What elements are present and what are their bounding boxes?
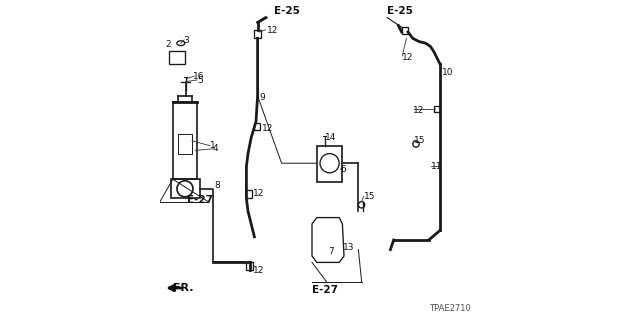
Text: 13: 13 xyxy=(344,244,355,252)
Text: 11: 11 xyxy=(431,162,442,171)
Bar xyxy=(178,134,192,154)
Text: 15: 15 xyxy=(414,136,425,145)
Text: 4: 4 xyxy=(212,144,218,153)
Text: 14: 14 xyxy=(325,133,336,142)
Text: 12: 12 xyxy=(402,53,413,62)
Bar xyxy=(402,27,408,34)
Bar xyxy=(246,190,252,198)
Bar xyxy=(254,30,261,38)
Text: 3: 3 xyxy=(183,36,189,44)
Text: 15: 15 xyxy=(364,192,375,201)
Text: 9: 9 xyxy=(259,93,265,102)
Text: 12: 12 xyxy=(413,106,425,115)
Text: E-27: E-27 xyxy=(312,285,338,295)
Bar xyxy=(253,123,260,130)
Bar xyxy=(169,51,185,64)
Bar xyxy=(246,262,253,270)
Text: 12: 12 xyxy=(262,124,274,132)
Text: 5: 5 xyxy=(197,76,202,84)
Text: 16: 16 xyxy=(193,72,204,81)
Text: 1: 1 xyxy=(210,141,215,150)
Text: E-25: E-25 xyxy=(274,6,300,16)
Text: TPAE2710: TPAE2710 xyxy=(429,304,470,313)
Text: 2: 2 xyxy=(166,40,172,49)
Bar xyxy=(434,106,440,112)
Text: FR.: FR. xyxy=(173,283,193,293)
Text: 7: 7 xyxy=(328,247,333,256)
Text: E-27: E-27 xyxy=(187,195,213,205)
Text: 12: 12 xyxy=(253,266,264,275)
Text: 12: 12 xyxy=(268,26,278,35)
Text: 8: 8 xyxy=(214,181,220,190)
Text: E-25: E-25 xyxy=(387,6,413,16)
Text: 12: 12 xyxy=(253,189,265,198)
Text: 6: 6 xyxy=(340,165,346,174)
Text: 10: 10 xyxy=(442,68,453,76)
